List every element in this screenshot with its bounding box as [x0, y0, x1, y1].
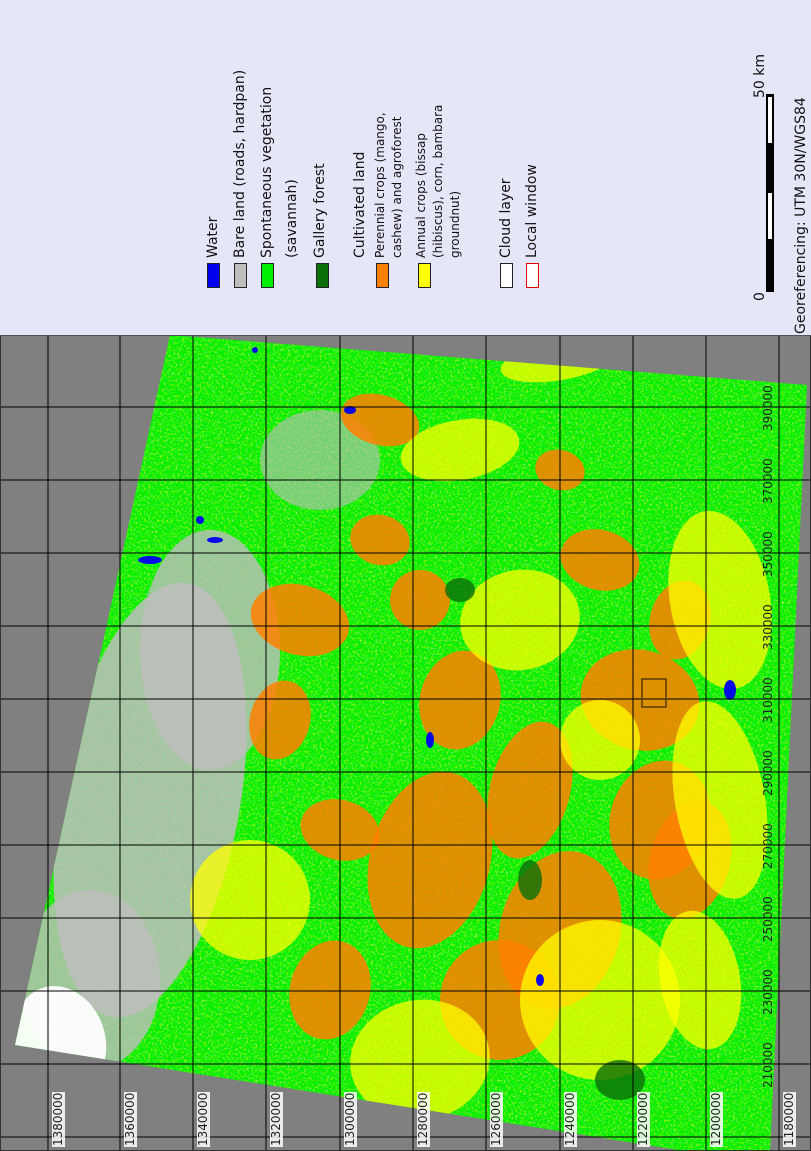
easting-label: 270000 [761, 823, 775, 869]
northing-label: 1340000 [196, 1091, 210, 1147]
northing-label: 1220000 [636, 1091, 650, 1147]
coordinate-grid [0, 334, 811, 1151]
scene-layer [15, 335, 807, 1151]
legend-swatch-local-window [526, 263, 539, 288]
georeferencing-note: Georeferencing: UTM 30N/WGS84 [793, 97, 809, 334]
easting-label: 330000 [761, 604, 775, 650]
northing-label: 1320000 [269, 1091, 283, 1147]
legend-label-perennial-2: cashew) and agroforest [390, 116, 404, 258]
easting-label: 290000 [761, 750, 775, 796]
northing-label: 1240000 [563, 1091, 577, 1147]
northing-label: 1180000 [782, 1091, 796, 1147]
legend-label-bare: Bare land (roads, hardpan) [232, 69, 248, 258]
legend-label-local-window: Local window [524, 164, 540, 258]
northing-label: 1200000 [709, 1091, 723, 1147]
northing-label: 1380000 [51, 1091, 65, 1147]
easting-label: 310000 [761, 677, 775, 723]
legend-label-water: Water [205, 216, 221, 258]
legend-swatch-annual [418, 263, 431, 288]
easting-label: 210000 [761, 1042, 775, 1088]
northing-label: 1280000 [416, 1091, 430, 1147]
legend-label-annual-3: groundnut) [448, 190, 462, 258]
legend-label-gallery: Gallery forest [312, 163, 328, 258]
scale-start-label: 0 [752, 292, 768, 301]
legend-label-savannah: Spontaneous vegetation [259, 86, 275, 258]
legend-swatch-savannah [261, 263, 274, 288]
local-window-box [641, 678, 667, 708]
scale-bar [766, 94, 774, 292]
northing-label: 1260000 [489, 1091, 503, 1147]
legend-swatch-water [207, 263, 220, 288]
easting-label: 230000 [761, 969, 775, 1015]
easting-label: 350000 [761, 531, 775, 577]
legend-heading-cultivated: Cultivated land [352, 151, 368, 258]
northing-label: 1360000 [123, 1091, 137, 1147]
legend-label-annual-1: Annual crops (bissap [414, 133, 428, 258]
easting-label: 390000 [761, 385, 775, 431]
legend-swatch-cloud [500, 263, 513, 288]
northing-label: 1300000 [343, 1091, 357, 1147]
easting-label: 250000 [761, 896, 775, 942]
legend-panel [0, 0, 811, 336]
legend-label-savannah-2: (savannah) [284, 179, 300, 258]
legend-label-annual-2: (hibiscus), corn, bambara [431, 104, 445, 258]
legend-label-perennial-1: Perennial crops (mango, [373, 112, 387, 258]
scale-end-label: 50 km [752, 53, 768, 98]
easting-label: 370000 [761, 458, 775, 504]
legend-swatch-perennial [376, 263, 389, 288]
legend-label-cloud: Cloud layer [498, 178, 514, 258]
legend-swatch-gallery [316, 263, 329, 288]
legend-swatch-bare [234, 263, 247, 288]
